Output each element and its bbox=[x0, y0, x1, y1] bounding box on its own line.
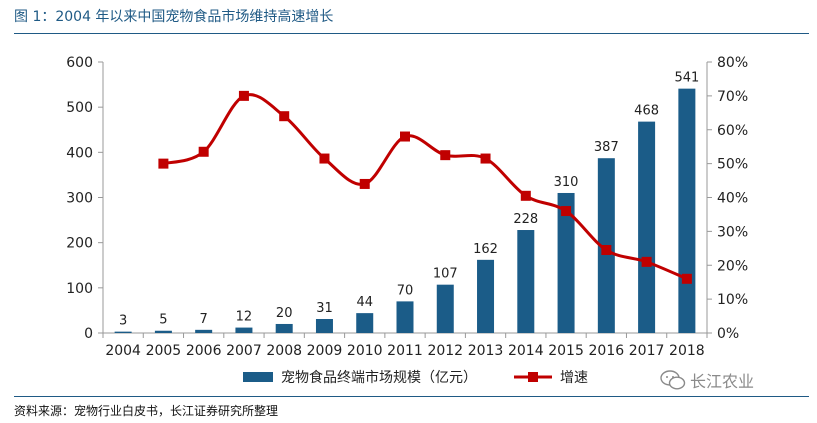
bar bbox=[557, 192, 575, 333]
growth-marker bbox=[480, 153, 491, 164]
y-right-tick-label: 0% bbox=[717, 326, 739, 342]
growth-marker bbox=[561, 206, 572, 217]
y-left-tick-label: 600 bbox=[66, 55, 93, 71]
bar-value-label: 12 bbox=[236, 310, 253, 325]
y-left-tick-label: 100 bbox=[66, 281, 93, 297]
bar-value-label: 31 bbox=[316, 301, 333, 316]
legend-swatch-bar bbox=[243, 372, 273, 382]
y-left-tick-label: 0 bbox=[84, 326, 93, 342]
x-tick-label: 2010 bbox=[347, 343, 383, 359]
bar-value-label: 70 bbox=[397, 283, 414, 298]
y-right-tick-label: 20% bbox=[717, 258, 748, 274]
bar-value-label: 228 bbox=[513, 212, 538, 227]
bar-value-label: 162 bbox=[473, 242, 498, 257]
x-tick-label: 2009 bbox=[307, 343, 343, 359]
y-right-tick-label: 10% bbox=[717, 292, 748, 308]
x-tick-label: 2007 bbox=[226, 343, 262, 359]
x-tick-label: 2005 bbox=[146, 343, 182, 359]
wechat-icon bbox=[660, 370, 686, 390]
bar bbox=[356, 313, 374, 333]
bar bbox=[638, 121, 656, 334]
growth-marker bbox=[359, 178, 370, 189]
chart: 0 100 200 300 400 500 600 0% 10% 20% 30% 40% 50% 60% 7… bbox=[66, 55, 748, 386]
watermark: 长江农业 bbox=[660, 368, 754, 392]
y-left-tick-label: 400 bbox=[66, 145, 93, 161]
line-series bbox=[158, 90, 692, 284]
x-tick-label: 2013 bbox=[468, 343, 504, 359]
legend-label-bar: 宠物食品终端市场规模（亿元） bbox=[281, 369, 477, 386]
y-right-tick-label: 40% bbox=[717, 191, 748, 207]
x-tick-label: 2018 bbox=[669, 343, 705, 359]
x-tick-label: 2011 bbox=[387, 343, 423, 359]
growth-marker bbox=[319, 153, 330, 164]
bar-series bbox=[114, 88, 696, 334]
bar bbox=[436, 284, 454, 333]
label-layer: 3 5 7 12 20 31 44 70 107 162 228 310 387 468 541 bbox=[119, 71, 699, 329]
bar-value-label: 5 bbox=[159, 313, 167, 328]
x-tick-label: 2012 bbox=[427, 343, 463, 359]
x-tick-label: 2004 bbox=[105, 343, 141, 359]
bar-value-label: 310 bbox=[554, 175, 579, 190]
bar-value-label: 387 bbox=[594, 140, 619, 155]
bar bbox=[275, 323, 293, 333]
x-tick-label: 2016 bbox=[589, 343, 625, 359]
bar bbox=[678, 88, 696, 333]
bar bbox=[154, 330, 172, 333]
x-tick-label: 2017 bbox=[629, 343, 665, 359]
growth-marker bbox=[198, 146, 209, 157]
legend: 宠物食品终端市场规模（亿元） 增速 bbox=[243, 369, 588, 386]
bar bbox=[396, 301, 414, 333]
growth-marker bbox=[601, 245, 612, 256]
growth-marker bbox=[158, 158, 169, 169]
bar-value-label: 20 bbox=[276, 306, 293, 321]
bar bbox=[517, 230, 535, 333]
y-right-tick-label: 50% bbox=[717, 157, 748, 173]
legend-label-growth: 增速 bbox=[560, 370, 588, 386]
bar-value-label: 541 bbox=[674, 71, 699, 86]
bar-value-label: 468 bbox=[634, 104, 659, 119]
y-left-tick-label: 500 bbox=[66, 100, 93, 116]
x-tick-label: 2015 bbox=[548, 343, 584, 359]
bar bbox=[114, 331, 132, 333]
growth-marker bbox=[440, 150, 451, 161]
bar bbox=[235, 327, 253, 333]
y-right-tick-label: 30% bbox=[717, 224, 748, 240]
y-left-tick-label: 200 bbox=[66, 236, 93, 252]
bar bbox=[477, 259, 495, 333]
x-tick-label: 2008 bbox=[266, 343, 302, 359]
y-right-tick-label: 80% bbox=[717, 55, 748, 71]
bar-value-label: 3 bbox=[119, 314, 127, 329]
source-divider bbox=[14, 396, 809, 397]
figure-title: 图 1：2004 年以来中国宠物食品市场维持高速增长 bbox=[14, 9, 334, 25]
growth-marker bbox=[641, 256, 652, 267]
title-divider bbox=[14, 33, 809, 34]
x-tick-label: 2014 bbox=[508, 343, 544, 359]
growth-marker bbox=[681, 273, 692, 284]
bar-value-label: 7 bbox=[200, 312, 208, 327]
growth-marker bbox=[279, 111, 290, 122]
y-right-tick-label: 60% bbox=[717, 123, 748, 139]
growth-marker bbox=[400, 131, 410, 142]
growth-marker bbox=[520, 190, 531, 201]
bar bbox=[195, 329, 213, 333]
bar-value-label: 44 bbox=[356, 295, 373, 310]
bar bbox=[315, 318, 333, 333]
axes-layer: 0 100 200 300 400 500 600 0% 10% 20% 30% 40% 50% 60% 7… bbox=[66, 55, 748, 359]
y-right-tick-label: 70% bbox=[717, 89, 748, 105]
y-left-tick-label: 300 bbox=[66, 191, 93, 207]
growth-marker bbox=[238, 90, 249, 101]
legend-marker-growth bbox=[528, 372, 538, 382]
source-note: 资料来源：宠物行业白皮书，长江证券研究所整理 bbox=[14, 404, 279, 418]
watermark-text: 长江农业 bbox=[690, 372, 755, 391]
bar-value-label: 107 bbox=[433, 267, 458, 282]
x-tick-label: 2006 bbox=[186, 343, 222, 359]
